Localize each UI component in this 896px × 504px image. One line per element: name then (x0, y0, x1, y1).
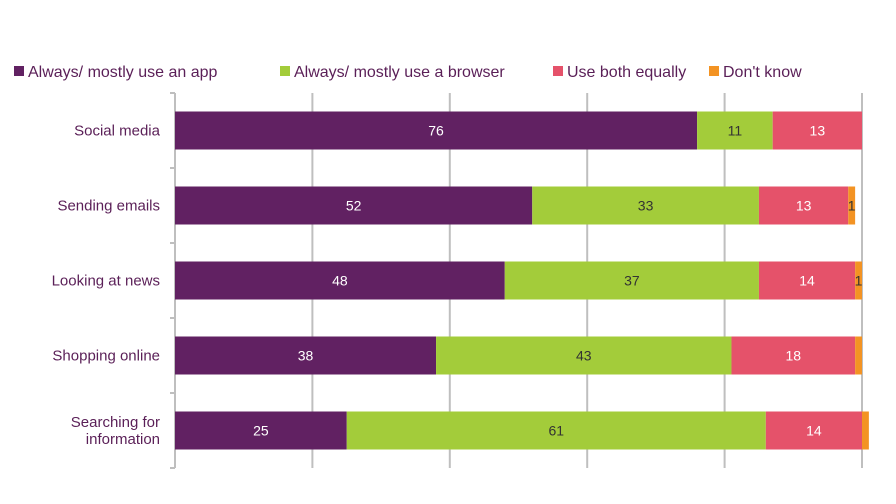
legend: Always/ mostly use an app Always/ mostly … (14, 64, 802, 81)
bar-social-media-always-mostly-use-an-app (175, 111, 698, 150)
bar-shopping-online-don-t-know (855, 336, 862, 375)
data-label: 43 (576, 348, 592, 364)
legend-label-don-t-know: Don't know (723, 64, 802, 81)
data-label: 48 (332, 273, 348, 289)
data-label: 61 (548, 423, 564, 439)
bar-sending-emails-always-mostly-use-an-app (175, 186, 533, 225)
category-label-searching-for-information: Searching for information (71, 414, 160, 448)
data-label: 14 (799, 273, 815, 289)
bar-sending-emails-use-both-equally (758, 186, 849, 225)
bar-shopping-online-always-mostly-use-an-app (175, 336, 437, 375)
bar-searching-for-information-always-mostly-use-a-browser (346, 411, 766, 450)
category-label-sending-emails: Sending emails (57, 198, 160, 215)
data-label: 52 (346, 198, 362, 214)
data-label: 13 (796, 198, 812, 214)
data-label: 76 (428, 123, 444, 139)
category-label-looking-at-news: Looking at news (52, 273, 160, 290)
data-label: 37 (624, 273, 640, 289)
legend-label-always-mostly-use-an-app: Always/ mostly use an app (28, 64, 218, 81)
bar-social-media-use-both-equally (772, 111, 862, 150)
bar-shopping-online-use-both-equally (731, 336, 856, 375)
data-label: 18 (786, 348, 802, 364)
legend-swatch-always-mostly-use-an-app (14, 66, 24, 76)
legend-label-use-both-equally: Use both equally (567, 64, 686, 81)
bar-searching-for-information-don-t-know (862, 411, 869, 450)
bar-looking-at-news-always-mostly-use-an-app (175, 261, 505, 300)
bar-searching-for-information-use-both-equally (765, 411, 862, 450)
data-label: 25 (253, 423, 269, 439)
data-label: 1 (855, 273, 863, 289)
legend-swatch-use-both-equally (553, 66, 563, 76)
data-label: 11 (728, 123, 743, 139)
legend-label-always-mostly-use-a-browser: Always/ mostly use a browser (294, 64, 505, 81)
category-label-social-media: Social media (74, 123, 161, 140)
data-label: 38 (298, 348, 314, 364)
bar-looking-at-news-don-t-know (855, 261, 862, 300)
data-label: 14 (806, 423, 822, 439)
data-label: 33 (638, 198, 654, 214)
bar-searching-for-information-always-mostly-use-an-app (175, 411, 347, 450)
bar-shopping-online-always-mostly-use-a-browser (436, 336, 732, 375)
data-label: 1 (848, 198, 856, 214)
category-labels: Social media Sending emails Looking at new… (52, 123, 161, 449)
data-label: 13 (810, 123, 826, 139)
bar-sending-emails-always-mostly-use-a-browser (532, 186, 759, 225)
bar-social-media-always-mostly-use-a-browser (697, 111, 773, 150)
bar-looking-at-news-use-both-equally (758, 261, 856, 300)
category-label-shopping-online: Shopping online (52, 348, 160, 365)
bars: 76 11 13 52 33 13 1 48 37 14 1 38 43 18 25 61 14 (175, 111, 869, 450)
bar-looking-at-news-always-mostly-use-a-browser (504, 261, 759, 300)
legend-swatch-don-t-know (709, 66, 719, 76)
legend-swatch-always-mostly-use-a-browser (280, 66, 290, 76)
bar-sending-emails-don-t-know (848, 186, 856, 225)
